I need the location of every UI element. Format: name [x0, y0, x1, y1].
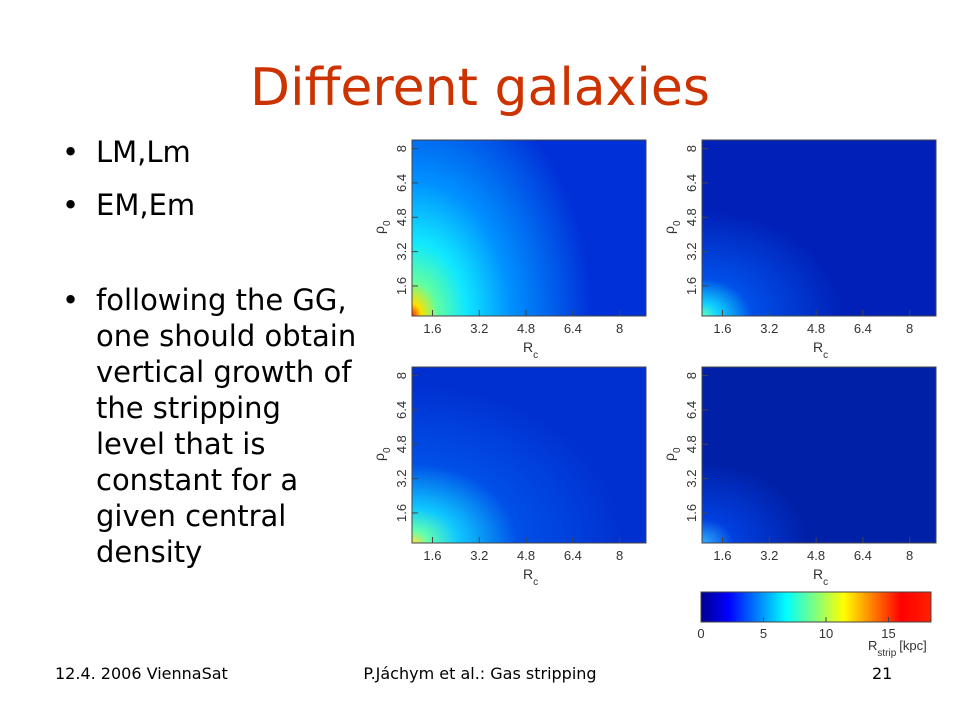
colorbar-tick-label: 5 [760, 626, 767, 641]
y-tick-label: 4.8 [684, 435, 699, 453]
colorbar-tick-label: 15 [881, 626, 895, 641]
heatmap [702, 140, 936, 316]
x-tick-label: 3.2 [760, 321, 778, 336]
plot-frame [701, 139, 937, 317]
x-tick-label: 6.4 [854, 321, 872, 336]
y-axis-label-sub: 0 [382, 447, 393, 453]
x-axis-label-sub: c [533, 350, 538, 361]
x-tick-label: 1.6 [713, 321, 731, 336]
y-tick-label: 6.4 [394, 401, 409, 419]
colorbar-label-main: R [868, 638, 877, 653]
y-tick-label: 3.2 [684, 243, 699, 261]
colorbar [700, 591, 932, 623]
colorbar-tick-label: 10 [819, 626, 833, 641]
x-axis-label-main: R [813, 339, 823, 355]
x-axis-label: Rc [523, 566, 538, 588]
y-tick-label: 4.8 [394, 208, 409, 226]
y-tick-label: 3.2 [684, 470, 699, 488]
y-axis-label-main: ρ [661, 226, 677, 234]
y-tick-label: 4.8 [394, 435, 409, 453]
y-axis-label: ρ0 [661, 220, 683, 234]
y-tick-label: 8 [394, 145, 409, 152]
x-axis-label-sub: c [823, 350, 828, 361]
x-axis-label: Rc [813, 566, 828, 588]
footer-date: 12.4. 2006 ViennaSat [55, 664, 228, 683]
x-axis-label-sub: c [823, 577, 828, 588]
y-tick-label: 6.4 [684, 401, 699, 419]
y-axis-label-main: ρ [371, 453, 387, 461]
plot-frame [701, 366, 937, 544]
bullet-text: LM,Lm [96, 135, 191, 169]
x-axis-label: Rc [813, 339, 828, 361]
x-tick-label: 4.8 [807, 321, 825, 336]
x-tick-label: 8 [906, 321, 913, 336]
x-tick-label: 6.4 [854, 548, 872, 563]
plot-frame [411, 139, 647, 317]
x-axis-label-main: R [523, 566, 533, 582]
heatmap [412, 140, 646, 316]
y-tick-label: 6.4 [394, 174, 409, 192]
y-tick-label: 3.2 [394, 243, 409, 261]
y-tick-label: 4.8 [684, 208, 699, 226]
y-tick-label: 1.6 [684, 277, 699, 295]
heatmap [412, 367, 646, 543]
y-axis-label: ρ0 [371, 220, 393, 234]
x-axis-label-main: R [813, 566, 823, 582]
y-tick-label: 3.2 [394, 470, 409, 488]
y-axis-label-main: ρ [371, 226, 387, 234]
x-tick-label: 8 [616, 548, 623, 563]
y-tick-label: 8 [684, 372, 699, 379]
slide-title: Different galaxies [250, 58, 710, 118]
colorbar-label: Rstrip [kpc] [868, 638, 927, 659]
x-axis-label-sub: c [533, 577, 538, 588]
x-tick-label: 4.8 [807, 548, 825, 563]
y-axis-label: ρ0 [661, 447, 683, 461]
x-tick-label: 1.6 [423, 321, 441, 336]
y-tick-label: 1.6 [394, 504, 409, 522]
y-axis-label: ρ0 [371, 447, 393, 461]
heatmap [702, 367, 936, 543]
x-tick-label: 6.4 [564, 321, 582, 336]
x-tick-label: 4.8 [517, 548, 535, 563]
x-tick-label: 8 [906, 548, 913, 563]
colorbar-unit: [kpc] [899, 638, 926, 653]
x-axis-label: Rc [523, 339, 538, 361]
y-tick-label: 6.4 [684, 174, 699, 192]
x-tick-label: 3.2 [470, 548, 488, 563]
x-tick-label: 1.6 [713, 548, 731, 563]
x-tick-label: 8 [616, 321, 623, 336]
x-tick-label: 3.2 [760, 548, 778, 563]
y-axis-label-main: ρ [661, 453, 677, 461]
y-tick-label: 8 [394, 372, 409, 379]
y-tick-label: 8 [684, 145, 699, 152]
footer-author: P.Jáchym et al.: Gas stripping [363, 664, 597, 683]
bullet-text: following the GG, one should obtain vert… [96, 283, 357, 569]
x-tick-label: 4.8 [517, 321, 535, 336]
bullet-text: EM,Em [96, 188, 196, 222]
y-axis-label-sub: 0 [672, 447, 683, 453]
x-tick-label: 3.2 [470, 321, 488, 336]
x-tick-label: 6.4 [564, 548, 582, 563]
y-axis-label-sub: 0 [672, 220, 683, 226]
colorbar-tick-label: 0 [697, 626, 704, 641]
y-axis-label-sub: 0 [382, 220, 393, 226]
x-axis-label-main: R [523, 339, 533, 355]
colorbar-label-sub: strip [877, 648, 896, 659]
x-tick-label: 1.6 [423, 548, 441, 563]
y-tick-label: 1.6 [394, 277, 409, 295]
y-tick-label: 1.6 [684, 504, 699, 522]
footer-page: 21 [872, 664, 893, 683]
plot-frame [411, 366, 647, 544]
